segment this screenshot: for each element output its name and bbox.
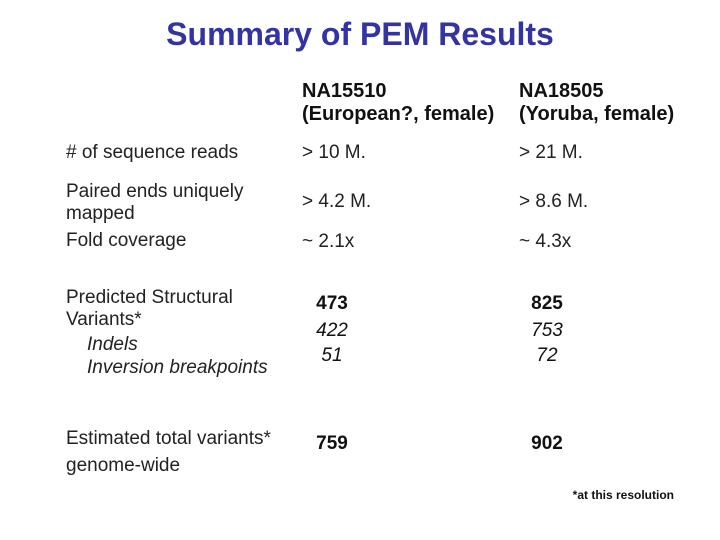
column-name: NA15510 — [302, 80, 387, 102]
row-label-indels: Indels — [87, 334, 138, 355]
column-header-na18505: NA18505 (Yoruba, female) — [519, 80, 674, 126]
row-label-fold-coverage: Fold coverage — [66, 230, 187, 251]
row-label-paired-ends: Paired ends uniquely mapped — [66, 181, 244, 224]
cell-indels-na18505: 753 — [531, 320, 563, 341]
column-subtitle: (Yoruba, female) — [519, 103, 675, 125]
cell-sequence-reads-na18505: > 21 M. — [519, 142, 583, 163]
row-label-inversion-breakpoints: Inversion breakpoints — [87, 357, 268, 378]
column-name: NA18505 — [519, 80, 604, 102]
cell-fold-coverage-na15510: ~ 2.1x — [302, 231, 355, 252]
cell-inversion-breakpoints-na18505: 72 — [536, 345, 558, 366]
row-label-estimated-total: Estimated total variants* genome-wide — [66, 428, 271, 476]
column-subtitle: (European?, female) — [302, 103, 495, 125]
cell-estimated-total-na18505: 902 — [531, 433, 563, 454]
slide-title: Summary of PEM Results — [166, 16, 554, 52]
cell-predicted-sv-na18505: 825 — [531, 293, 563, 314]
cell-sequence-reads-na15510: > 10 M. — [302, 142, 366, 163]
cell-indels-na15510: 422 — [316, 320, 348, 341]
row-label-predicted-sv: Predicted Structural Variants* — [66, 287, 233, 330]
cell-predicted-sv-na15510: 473 — [316, 293, 348, 314]
cell-estimated-total-na15510: 759 — [316, 433, 348, 454]
column-header-na15510: NA15510 (European?, female) — [302, 80, 494, 126]
cell-inversion-breakpoints-na15510: 51 — [321, 345, 343, 366]
cell-paired-ends-na15510: > 4.2 M. — [302, 191, 372, 212]
cell-paired-ends-na18505: > 8.6 M. — [519, 191, 589, 212]
cell-fold-coverage-na18505: ~ 4.3x — [519, 231, 572, 252]
row-label-sequence-reads: # of sequence reads — [66, 142, 239, 163]
footnote: *at this resolution — [572, 488, 674, 502]
